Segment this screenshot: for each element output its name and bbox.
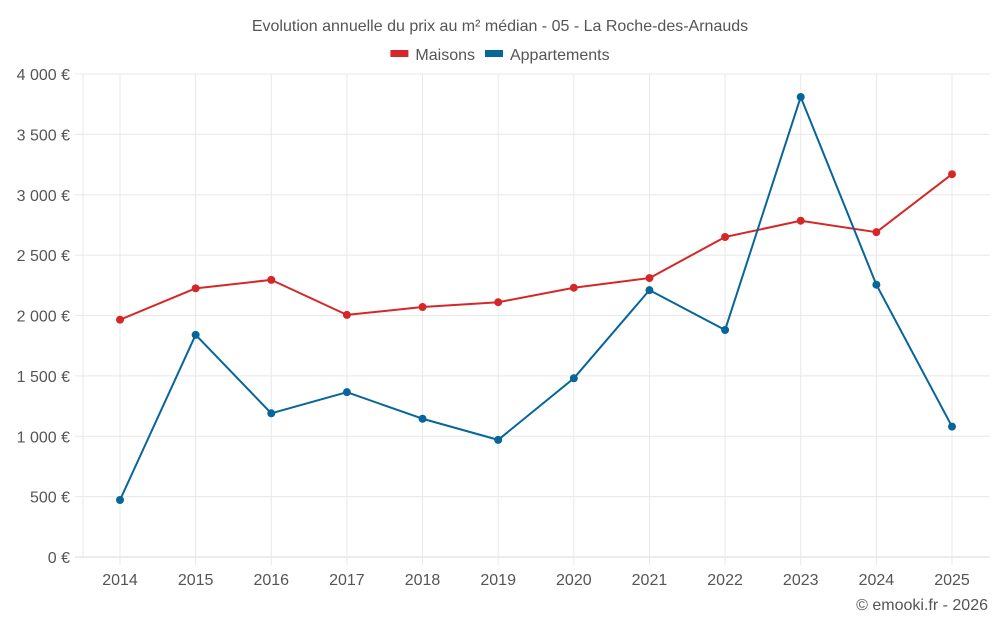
x-tick-label: 2021	[632, 572, 668, 589]
x-tick-label: 2014	[102, 572, 138, 589]
data-point-maisons[interactable]	[191, 284, 200, 293]
legend-item-appartements[interactable]: Appartements	[484, 47, 610, 64]
data-point-appartements[interactable]	[645, 286, 654, 295]
data-point-appartements[interactable]	[342, 388, 351, 397]
series-maisons	[116, 170, 956, 324]
y-tick-label: 500 €	[30, 490, 70, 507]
data-point-maisons[interactable]	[494, 298, 503, 307]
y-tick-label: 0 €	[48, 550, 70, 567]
x-tick-label: 2023	[783, 572, 819, 589]
data-point-maisons[interactable]	[569, 283, 578, 292]
data-point-maisons[interactable]	[267, 275, 276, 284]
data-point-appartements[interactable]	[418, 414, 427, 423]
series-appartements	[116, 92, 956, 505]
y-tick-label: 1 000 €	[17, 429, 70, 446]
legend-label: Maisons	[415, 47, 475, 64]
x-tick-label: 2015	[178, 572, 214, 589]
chart-title: Evolution annuelle du prix au m² médian …	[252, 18, 748, 35]
x-tick-label: 2024	[859, 572, 895, 589]
data-point-appartements[interactable]	[796, 92, 805, 101]
data-point-appartements[interactable]	[191, 330, 200, 339]
legend-swatch	[390, 50, 409, 57]
x-tick-label: 2017	[329, 572, 365, 589]
data-point-maisons[interactable]	[796, 216, 805, 225]
series-line-maisons	[119, 173, 953, 321]
legend-label: Appartements	[510, 47, 610, 64]
y-tick-label: 2 500 €	[17, 248, 70, 265]
legend-swatch	[484, 50, 503, 57]
data-point-appartements[interactable]	[569, 374, 578, 383]
x-tick-label: 2020	[556, 572, 592, 589]
y-axis: 0 € 500 € 1 000 € 1 500 € 2 000 € 2 500 € 3 00…	[17, 67, 70, 567]
y-tick-label: 1 500 €	[17, 369, 70, 386]
data-point-appartements[interactable]	[267, 409, 276, 418]
data-point-appartements[interactable]	[721, 325, 730, 334]
x-tick-label: 2016	[253, 572, 289, 589]
data-point-maisons[interactable]	[342, 310, 351, 319]
data-point-appartements[interactable]	[116, 496, 124, 505]
x-tick-label: 2022	[707, 572, 743, 589]
data-point-maisons[interactable]	[948, 170, 956, 179]
data-point-maisons[interactable]	[721, 233, 730, 242]
x-tick-label: 2025	[934, 572, 970, 589]
series-line-appartements	[119, 95, 953, 501]
legend: Maisons Appartements	[390, 47, 610, 64]
y-tick-label: 3 000 €	[17, 188, 70, 205]
data-point-appartements[interactable]	[872, 280, 881, 289]
x-tick-label: 2019	[480, 572, 516, 589]
data-point-maisons[interactable]	[645, 274, 654, 283]
y-tick-label: 2 000 €	[17, 309, 70, 326]
x-tick-label: 2018	[405, 572, 441, 589]
x-axis: 2014 2015 2016 2017 2018 2019 2020 2021 2022 2023…	[102, 572, 970, 589]
y-tick-label: 3 500 €	[17, 127, 70, 144]
legend-item-maisons[interactable]: Maisons	[390, 47, 475, 64]
data-point-appartements[interactable]	[948, 422, 956, 431]
data-point-appartements[interactable]	[494, 435, 503, 444]
data-point-maisons[interactable]	[872, 228, 881, 237]
credit-text: © emooki.fr - 2026	[856, 597, 988, 614]
series-layer	[116, 92, 956, 505]
y-tick-label: 4 000 €	[17, 67, 70, 84]
data-point-maisons[interactable]	[116, 315, 124, 324]
grid	[75, 73, 990, 565]
data-point-maisons[interactable]	[418, 303, 427, 312]
